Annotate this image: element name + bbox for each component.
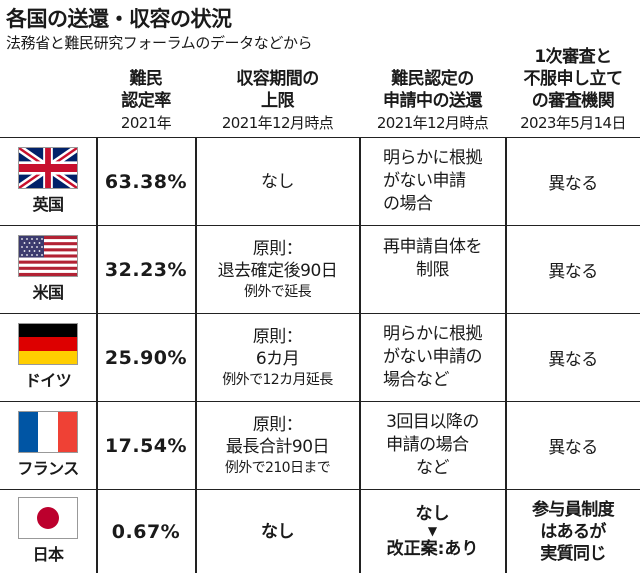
table-row-uk: 英国 63.38% なし 明らかに根拠 がない申請 の場合 異なる — [0, 138, 640, 226]
table-row-germany: ドイツ 25.90% 原則： 6カ月 例外で12カ月延長 明らかに根拠 がない申… — [0, 314, 640, 402]
period-cell: 原則： 退去確定後90日 例外で延長 — [217, 238, 338, 300]
country-cell: ドイツ — [0, 314, 96, 401]
removal-cell: 明らかに根拠 がない申請 の場合 — [383, 148, 483, 214]
table-row-japan: 日本 0.67% なし なし ▼ 改正案:あり 参与員制度 はあるが 実質同じ — [0, 490, 640, 573]
rate-value: 0.67% — [111, 520, 181, 543]
us-flag-icon — [19, 236, 77, 276]
removal-cell: 明らかに根拠 がない申請の 場合など — [383, 324, 483, 390]
header-review: 1次審査と 不服申し立て の審査機関 2023年5月14日 — [520, 47, 626, 132]
germany-flag-icon — [19, 324, 77, 364]
header-period: 収容期間の 上限 2021年12月時点 — [221, 69, 334, 132]
period-cell: なし — [196, 138, 359, 225]
country-name: 日本 — [32, 545, 64, 564]
table-row-us: 米国 32.23% 原則： 退去確定後90日 例外で延長 再申請自体を 制限 異… — [0, 226, 640, 314]
review-value: 異なる — [548, 262, 598, 282]
period-cell: 原則： 6カ月 例外で12カ月延長 — [222, 326, 333, 388]
rate-value: 32.23% — [104, 258, 188, 281]
removal-cell: 再申請自体を 制限 — [383, 237, 483, 280]
page-subtitle: 法務省と難民研究フォーラムのデータなどから — [6, 34, 313, 52]
rate-value: 63.38% — [104, 170, 188, 193]
period-text: なし — [261, 171, 295, 192]
uk-flag-icon — [19, 148, 77, 188]
country-cell: 日本 — [0, 490, 96, 573]
review-value: 異なる — [548, 174, 598, 194]
country-cell: 英国 — [0, 138, 96, 225]
review-value: 異なる — [548, 438, 598, 458]
country-cell: フランス — [0, 402, 96, 489]
table-row-france: フランス 17.54% 原則： 最長合計90日 例外で210日まで 3回目以降の… — [0, 402, 640, 490]
country-name: フランス — [17, 459, 79, 478]
rate-value: 25.90% — [104, 346, 188, 369]
country-cell: 米国 — [0, 226, 96, 313]
period-cell: 原則： 最長合計90日 例外で210日まで — [224, 414, 331, 476]
header-removal: 難民認定の 申請中の送還 2021年12月時点 — [376, 69, 489, 132]
review-value: 異なる — [548, 350, 598, 370]
removal-cell: 3回目以降の 申請の場合 など — [386, 412, 479, 478]
country-name: 米国 — [32, 283, 64, 302]
country-name: 英国 — [32, 195, 64, 214]
france-flag-icon — [19, 412, 77, 452]
period-cell: なし — [261, 521, 295, 542]
header-rate: 難民 認定率 2021年 — [120, 69, 172, 132]
country-name: ドイツ — [24, 371, 72, 390]
review-cell: 参与員制度 はあるが 実質同じ — [532, 499, 615, 564]
page-title: 各国の送還・収容の状況 — [6, 7, 232, 31]
rate-value: 17.54% — [104, 434, 188, 457]
removal-cell: なし ▼ 改正案:あり — [386, 503, 479, 559]
japan-flag-icon — [19, 498, 77, 538]
arrow-down-icon: ▼ — [427, 523, 438, 538]
comparison-table: 英国 63.38% なし 明らかに根拠 がない申請 の場合 異なる — [0, 137, 640, 573]
